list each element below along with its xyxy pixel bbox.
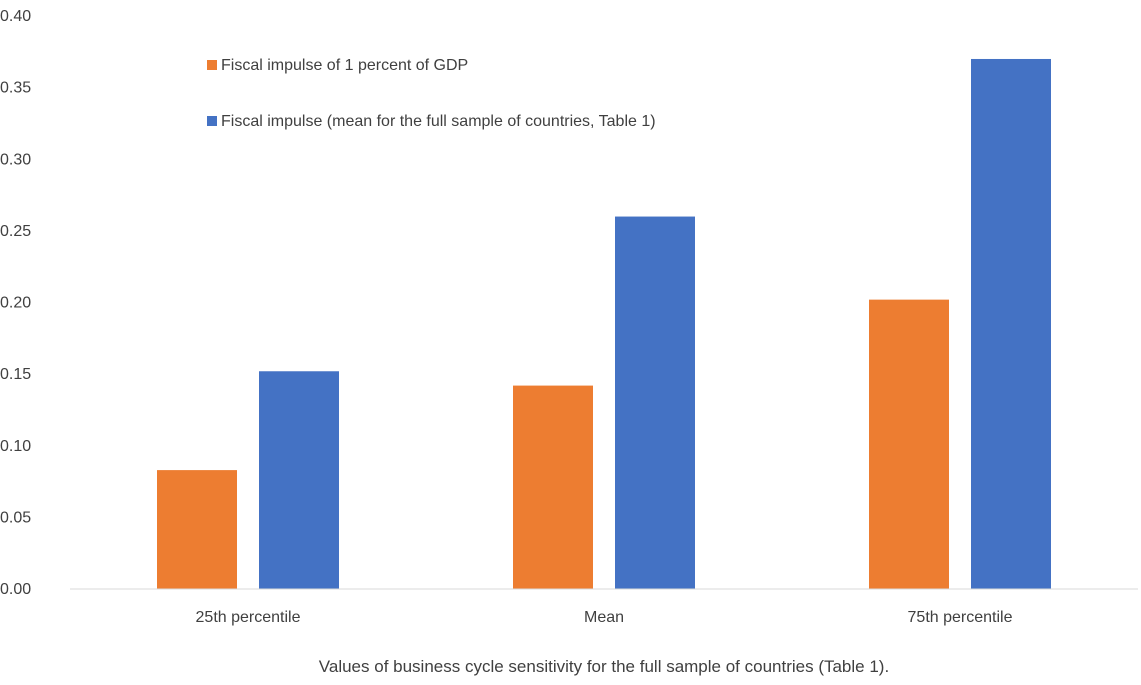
y-tick-label: 0.10 (0, 438, 31, 455)
bar-series-1-mean (513, 385, 593, 589)
legend-swatch (207, 60, 217, 70)
legend-label: Fiscal impulse of 1 percent of GDP (221, 57, 468, 74)
y-tick-label: 0.35 (0, 80, 31, 97)
y-tick-label: 0.20 (0, 295, 31, 312)
x-tick-label: 25th percentile (196, 609, 301, 626)
x-tick-label: Mean (584, 609, 624, 626)
bar-series-2-mean (615, 216, 695, 590)
y-tick-label: 0.05 (0, 509, 31, 526)
bar-series-1-75th-percentile (869, 299, 949, 589)
legend-swatch (207, 116, 217, 126)
y-tick-label: 0.40 (0, 8, 31, 25)
bar-series-2-75th-percentile (971, 58, 1051, 590)
y-tick-label: 0.15 (0, 366, 31, 383)
x-axis-title: Values of business cycle sensitivity for… (319, 657, 889, 676)
legend: Fiscal impulse of 1 percent of GDP Fiscal… (207, 57, 656, 130)
legend-label: Fiscal impulse (mean for the full sample… (221, 113, 656, 130)
y-tick-label: 0.30 (0, 151, 31, 168)
bars (157, 58, 1051, 590)
x-tick-label: 75th percentile (908, 609, 1013, 626)
bar-series-2-25th-percentile (259, 371, 339, 589)
bar-series-1-25th-percentile (157, 470, 237, 589)
y-axis-ticks: 0.00 0.05 0.10 0.15 0.20 0.25 0.30 0.35 0.40 (0, 8, 31, 598)
x-axis-ticks: 25th percentile Mean 75th percentile (196, 609, 1013, 626)
y-tick-label: 0.00 (0, 581, 31, 598)
y-tick-label: 0.25 (0, 223, 31, 240)
